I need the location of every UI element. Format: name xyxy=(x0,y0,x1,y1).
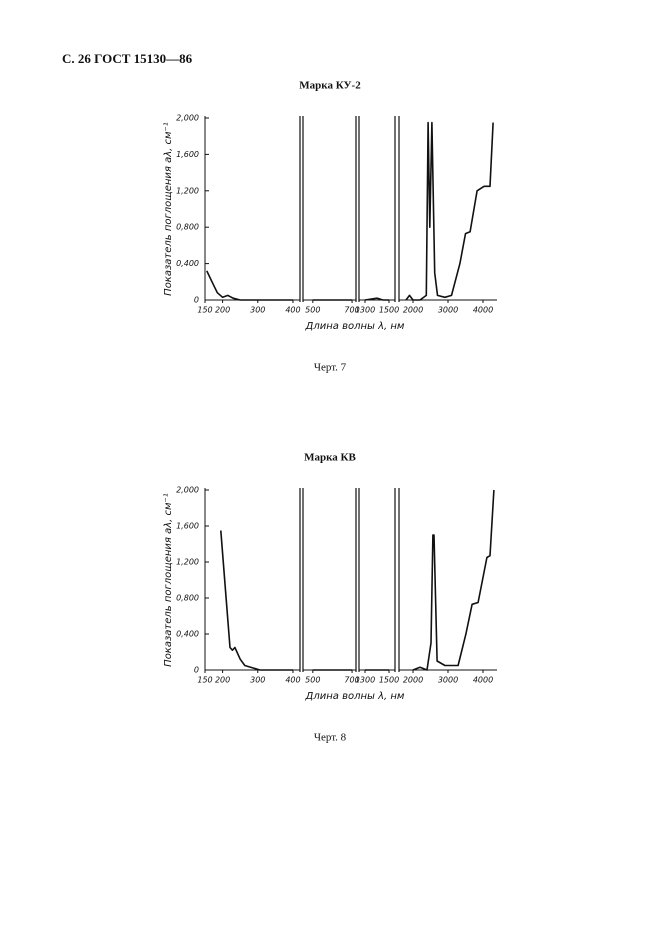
chart-title: Марка КВ xyxy=(304,452,356,464)
y-tick-label: 0,800 xyxy=(176,594,199,603)
y-tick-label: 1,200 xyxy=(176,558,199,567)
x-tick-label: 700 xyxy=(344,676,359,685)
x-tick-label: 300 xyxy=(250,306,265,315)
x-tick-label: 150 xyxy=(197,306,212,315)
y-tick-label: 1,600 xyxy=(176,150,199,159)
y-tick-label: 1,200 xyxy=(176,186,199,195)
x-tick-label: 1300 xyxy=(355,676,375,685)
page-header: С. 26 ГОСТ 15130—86 xyxy=(62,51,193,66)
chart-caption: Черт. 8 xyxy=(314,732,347,744)
x-tick-label: 1500 xyxy=(379,676,399,685)
y-tick-label: 2,000 xyxy=(176,114,199,123)
x-tick-label: 500 xyxy=(305,676,320,685)
x-tick-label: 4000 xyxy=(473,306,493,315)
x-tick-label: 4000 xyxy=(473,676,493,685)
x-tick-label: 2000 xyxy=(403,306,423,315)
x-tick-label: 1500 xyxy=(379,306,399,315)
x-tick-label: 3000 xyxy=(438,306,458,315)
chart-title: Марка КУ-2 xyxy=(299,80,361,92)
chart-caption: Черт. 7 xyxy=(314,362,347,374)
x-tick-label: 400 xyxy=(285,306,300,315)
y-axis-label: Показатель поглощения aλ, см⁻¹ xyxy=(163,493,174,667)
y-tick-label: 0 xyxy=(194,666,199,675)
x-axis-label: Длина волны λ, нм xyxy=(305,321,405,332)
y-axis-label: Показатель поглощения aλ, см⁻¹ xyxy=(163,122,174,296)
x-tick-label: 700 xyxy=(344,306,359,315)
absorption-curve xyxy=(206,121,494,301)
x-axis-label: Длина волны λ, нм xyxy=(305,691,405,702)
y-tick-label: 2,000 xyxy=(176,486,199,495)
absorption-curve xyxy=(220,489,495,671)
y-tick-label: 0,400 xyxy=(176,630,199,639)
x-tick-label: 500 xyxy=(305,306,320,315)
y-tick-label: 0 xyxy=(194,296,199,305)
x-tick-label: 1300 xyxy=(355,306,375,315)
x-tick-label: 150 xyxy=(197,676,212,685)
x-tick-label: 300 xyxy=(250,676,265,685)
x-tick-label: 3000 xyxy=(438,676,458,685)
y-tick-label: 0,800 xyxy=(176,223,199,232)
x-tick-label: 2000 xyxy=(403,676,423,685)
x-tick-label: 200 xyxy=(215,676,230,685)
x-tick-label: 400 xyxy=(285,676,300,685)
y-tick-label: 0,400 xyxy=(176,259,199,268)
x-tick-label: 200 xyxy=(215,306,230,315)
y-tick-label: 1,600 xyxy=(176,522,199,531)
